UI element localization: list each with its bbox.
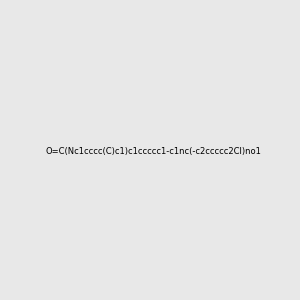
Text: O=C(Nc1cccc(C)c1)c1ccccc1-c1nc(-c2ccccc2Cl)no1: O=C(Nc1cccc(C)c1)c1ccccc1-c1nc(-c2ccccc2…	[46, 147, 262, 156]
